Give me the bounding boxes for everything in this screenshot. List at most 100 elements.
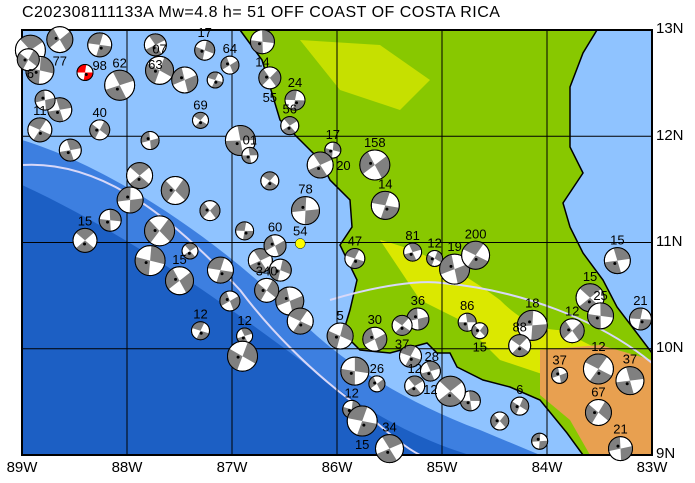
compressional-quadrant [324, 142, 341, 159]
compressional-quadrant [368, 376, 385, 391]
p-axis-dot [528, 320, 532, 324]
depth-label: 36 [411, 293, 425, 308]
beachball-border [510, 396, 530, 416]
p-axis-dot [261, 288, 265, 292]
beachball-border [286, 307, 314, 335]
p-axis-dot [187, 251, 191, 255]
p-axis-dot [413, 315, 417, 319]
p-axis-dot [84, 73, 88, 77]
beachball-border [603, 247, 631, 275]
p-axis-dot [409, 357, 413, 361]
depth-label: 15 [78, 213, 92, 228]
p-axis-dot [284, 297, 288, 301]
focal-mechanism [263, 234, 287, 258]
beachball-border [241, 146, 259, 164]
p-axis-dot [475, 328, 479, 332]
p-axis-dot [373, 381, 377, 385]
focal-mechanism [241, 146, 259, 164]
p-axis-dot [334, 335, 338, 339]
beachball-border [89, 119, 111, 141]
p-axis-dot [41, 96, 45, 100]
northern-highland [300, 40, 430, 110]
beachball-border [615, 366, 645, 396]
lat-label-12n: 12N [656, 127, 684, 144]
focal-mechanism [459, 390, 481, 412]
p-axis-dot [495, 419, 499, 423]
depth-label: 07 [152, 41, 166, 56]
map-frame [21, 29, 653, 456]
beachball-border [404, 375, 426, 397]
depth-label: 60 [268, 220, 282, 235]
compressional-quadrant [227, 342, 258, 371]
compressional-quadrant [207, 71, 223, 88]
compressional-quadrant [510, 334, 529, 357]
depth-label: 20 [336, 158, 350, 173]
compressional-quadrant [308, 151, 333, 178]
compressional-quadrant [262, 171, 278, 190]
compressional-quadrant [275, 287, 304, 315]
compressional-quadrant [510, 397, 529, 415]
depth-label: 01 [243, 132, 257, 147]
beachball-border [165, 266, 194, 296]
beachball-border [399, 344, 422, 368]
beachball-border [145, 55, 175, 85]
depth-label: 11 [33, 103, 47, 118]
depth-label: 12 [237, 313, 251, 328]
depth-label: 37 [395, 336, 409, 351]
p-axis-dot [236, 355, 240, 359]
beachball-border [263, 234, 287, 258]
depth-label: 14 [255, 55, 269, 70]
focal-mechanism [227, 340, 258, 372]
compressional-quadrant [438, 376, 463, 407]
p-axis-dot [99, 46, 103, 50]
p-axis-dot [146, 137, 150, 141]
lon-label-87w: 87W [216, 459, 248, 476]
focal-mechanism [471, 322, 489, 340]
p-axis-dot [354, 259, 358, 263]
beachball-border [344, 247, 366, 269]
compressional-quadrant [471, 324, 488, 337]
map-title: C202308111133A Mw=4.8 h= 51 OFF COAST OF… [22, 4, 501, 21]
epicenter-marker [295, 238, 306, 249]
focal-mechanism [46, 26, 74, 54]
beachball-border [461, 240, 491, 270]
focal-mechanism [236, 327, 254, 345]
p-axis-dot [199, 331, 203, 335]
beachball-border [531, 432, 549, 450]
beachball-border [391, 314, 413, 336]
beachball-border [368, 375, 386, 393]
focal-mechanism [324, 141, 342, 159]
focal-mechanism [399, 344, 422, 368]
compressional-quadrant [371, 191, 400, 220]
focal-mechanism [370, 190, 400, 220]
p-axis-dot [385, 207, 389, 211]
focal-mechanism [72, 227, 98, 253]
p-axis-dot [275, 269, 279, 273]
compressional-quadrant [340, 357, 369, 386]
depth-label: 21 [633, 293, 647, 308]
compressional-quadrant [220, 56, 239, 74]
beachball-border [471, 322, 489, 340]
compressional-quadrant [327, 323, 354, 349]
p-axis-dot [466, 401, 470, 405]
p-axis-dot [536, 437, 540, 441]
beachball-border [194, 39, 216, 61]
beachball-border [324, 141, 342, 159]
p-axis-dot [246, 155, 250, 159]
focal-mechanism [171, 66, 199, 94]
p-axis-dot [616, 444, 620, 448]
p-axis-dot [430, 257, 434, 261]
focal-mechanism [98, 208, 122, 232]
compressional-quadrant [47, 97, 72, 122]
depth-label: 18 [525, 295, 539, 310]
beachball-border [490, 411, 510, 431]
compressional-quadrant [282, 116, 298, 135]
beachball-border [224, 125, 256, 156]
depth-label: 17 [326, 127, 340, 142]
focal-mechanisms [14, 26, 652, 464]
p-axis-dot [400, 326, 404, 330]
p-axis-dot [386, 450, 390, 454]
compressional-quadrant [531, 433, 548, 450]
